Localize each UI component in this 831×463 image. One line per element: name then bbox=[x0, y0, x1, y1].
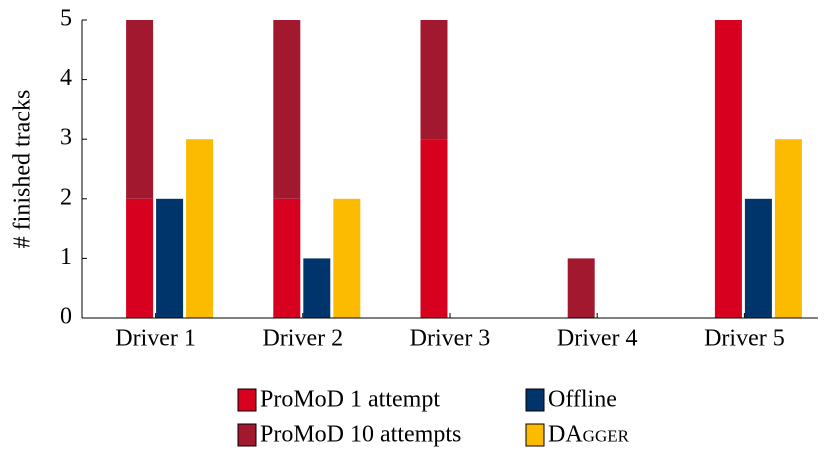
legend-swatch bbox=[237, 423, 257, 447]
x-tick-label: Driver 3 bbox=[410, 326, 491, 352]
bar bbox=[126, 198, 154, 318]
y-tick-label: 2 bbox=[60, 184, 72, 210]
legend-swatch bbox=[525, 423, 545, 447]
bar bbox=[273, 20, 301, 199]
bar bbox=[567, 258, 595, 318]
y-axis-label: # finished tracks bbox=[10, 90, 36, 249]
bar bbox=[126, 20, 154, 199]
legend-swatch bbox=[237, 388, 257, 412]
bar bbox=[420, 139, 448, 318]
bar bbox=[744, 198, 772, 318]
bar bbox=[186, 139, 214, 318]
x-tick-label: Driver 5 bbox=[704, 326, 785, 352]
y-tick-label: 1 bbox=[60, 244, 72, 270]
bar bbox=[156, 198, 184, 318]
y-tick-label: 3 bbox=[60, 125, 72, 151]
bar bbox=[714, 20, 742, 318]
bar bbox=[774, 139, 802, 318]
legend-label: DAgger bbox=[548, 422, 630, 448]
bar bbox=[333, 198, 361, 318]
x-tick-label: Driver 1 bbox=[115, 326, 196, 352]
y-tick-label: 0 bbox=[60, 304, 72, 330]
bar bbox=[420, 20, 448, 140]
y-tick-label: 5 bbox=[60, 6, 72, 32]
y-tick-label: 4 bbox=[60, 65, 72, 91]
bar bbox=[303, 258, 331, 318]
x-tick-label: Driver 2 bbox=[262, 326, 343, 352]
legend-label: ProMoD 1 attempt bbox=[260, 387, 440, 413]
bar bbox=[273, 198, 301, 318]
legend-label: ProMoD 10 attempts bbox=[260, 422, 461, 448]
legend-label: Offline bbox=[548, 387, 617, 413]
legend-swatch bbox=[525, 388, 545, 412]
x-tick-label: Driver 4 bbox=[557, 326, 638, 352]
